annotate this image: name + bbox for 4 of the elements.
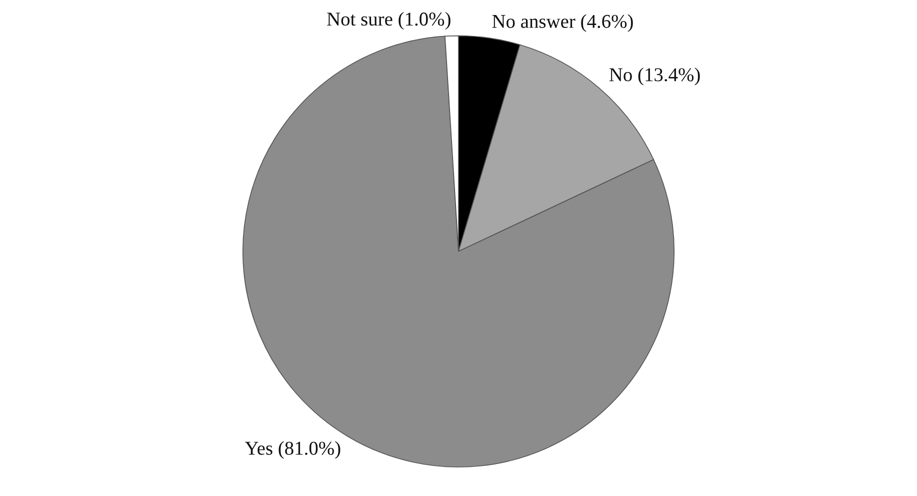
slice-label: Yes (81.0%) <box>244 441 340 459</box>
slice-label: No (13.4%) <box>609 68 700 86</box>
slice-label: Not sure (1.0%) <box>327 12 450 30</box>
slice-label: No answer (4.6%) <box>492 14 633 32</box>
